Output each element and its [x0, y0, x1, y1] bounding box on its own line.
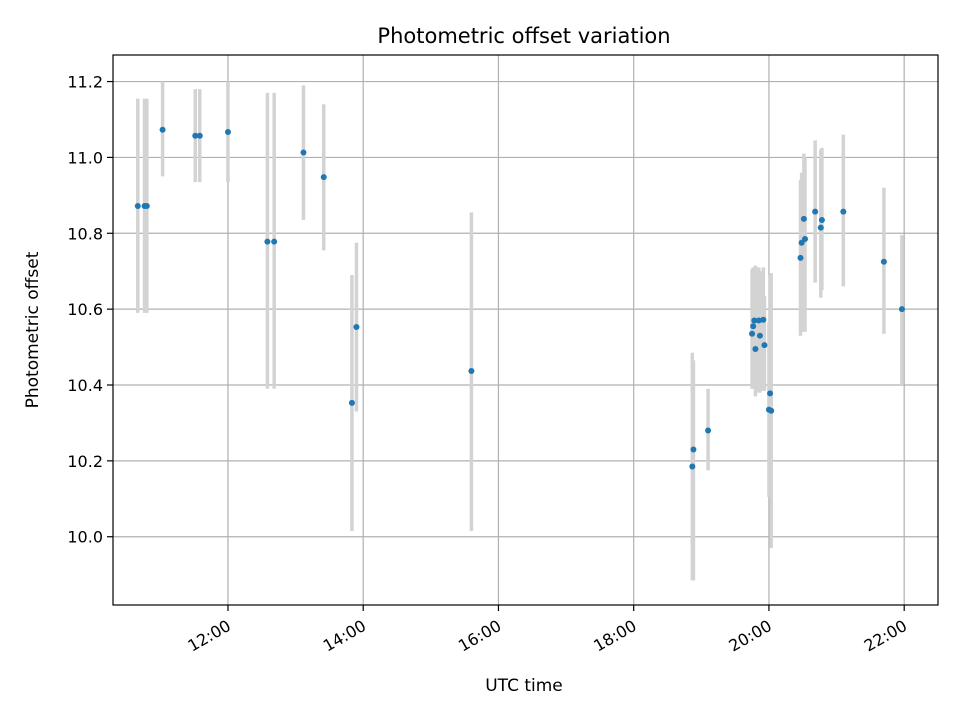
y-tick-label: 11.2	[67, 73, 103, 92]
data-point	[755, 317, 762, 324]
data-point	[196, 132, 203, 139]
y-tick-label: 10.2	[67, 452, 103, 471]
data-point	[468, 367, 475, 374]
data-point	[134, 202, 141, 209]
data-point	[224, 129, 231, 135]
data-points	[134, 126, 905, 470]
data-point	[271, 238, 278, 245]
y-tick-label: 11.0	[67, 148, 103, 167]
data-point	[797, 254, 804, 261]
data-point	[192, 132, 199, 139]
data-point	[812, 208, 819, 215]
y-tick-label: 10.0	[67, 528, 103, 547]
data-point	[749, 330, 756, 337]
data-point	[898, 306, 905, 313]
y-tick-label: 10.8	[67, 224, 103, 243]
data-point	[818, 217, 825, 223]
data-point	[761, 342, 768, 349]
data-point	[760, 316, 767, 323]
data-point	[143, 202, 150, 209]
data-point	[767, 390, 774, 397]
data-point	[159, 126, 166, 133]
data-point	[817, 224, 824, 231]
y-axis-ticks: 10.0 10.2 10.4 10.6 10.8 11.0 11.2	[67, 73, 113, 547]
data-point	[751, 317, 758, 324]
data-point	[705, 427, 712, 434]
data-point	[800, 215, 807, 222]
data-point	[750, 323, 757, 330]
data-point	[353, 323, 360, 330]
data-point	[320, 174, 327, 181]
x-axis-label: UTC time	[485, 676, 563, 696]
data-point	[300, 149, 307, 156]
data-point	[689, 463, 696, 470]
data-point	[768, 407, 775, 414]
y-tick-label: 10.4	[67, 376, 103, 395]
y-axis-label: Photometric offset	[23, 251, 43, 408]
data-point	[264, 238, 271, 245]
data-point	[756, 332, 763, 339]
data-point	[752, 345, 759, 352]
data-point	[880, 258, 887, 265]
data-point	[840, 208, 847, 215]
y-tick-label: 10.6	[67, 300, 103, 319]
data-point	[802, 235, 809, 242]
data-point	[348, 399, 355, 406]
plot-frame	[112, 54, 939, 606]
chart-title: Photometric offset variation	[377, 24, 670, 48]
data-point	[690, 446, 697, 453]
